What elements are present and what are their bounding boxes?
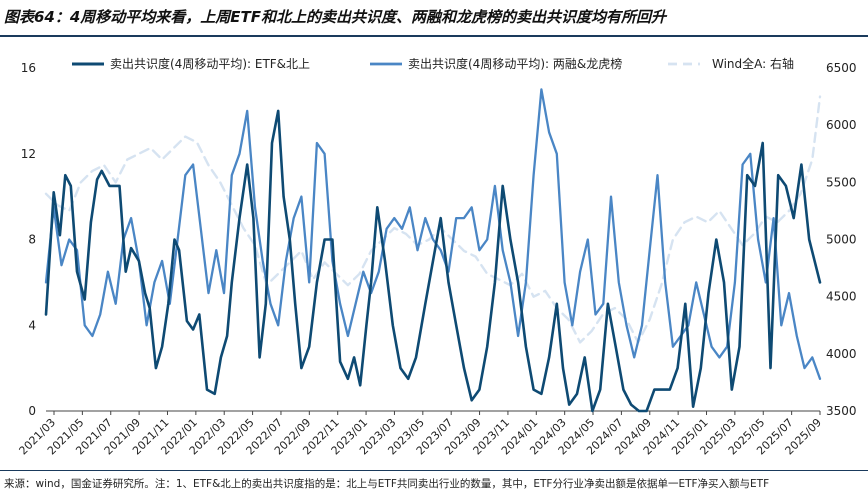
source-note: 来源：wind，国金证券研究所。注：1、ETF&北上的卖出共识度指的是：北上与E… [4, 478, 770, 490]
y-left-tick-label: 16 [21, 61, 36, 75]
chart-title: 图表64：4周移动平均来看，上周ETF和北上的卖出共识度、两融和龙虎榜的卖出共识… [4, 8, 667, 26]
series-line-wind [44, 95, 822, 344]
y-left-tick-label: 8 [28, 233, 36, 247]
y-right-tick-label: 3500 [826, 404, 857, 418]
y-right-tick-label: 4000 [826, 347, 857, 361]
y-right-tick-label: 6000 [826, 118, 857, 132]
source-rule [0, 470, 868, 471]
y-left-tick-label: 4 [28, 318, 36, 332]
title-rule [0, 35, 868, 37]
y-left-tick-label: 12 [21, 147, 36, 161]
chart-svg: 048121635004000450050005500600065002021/… [17, 56, 857, 457]
series-line-margin [44, 88, 822, 380]
y-right-tick-label: 5500 [826, 175, 857, 189]
y-right-tick-label: 5000 [826, 233, 857, 247]
y-right-tick-label: 4500 [826, 290, 857, 304]
y-right-tick-label: 6500 [826, 61, 857, 75]
legend-label-wind: Wind全A: 右轴 [712, 56, 794, 71]
legend-label-etf: 卖出共识度(4周移动平均): ETF&北上 [110, 56, 310, 71]
series-line-etf [44, 109, 822, 413]
legend-label-margin: 卖出共识度(4周移动平均): 两融&龙虎榜 [408, 56, 622, 71]
y-left-tick-label: 0 [28, 404, 36, 418]
